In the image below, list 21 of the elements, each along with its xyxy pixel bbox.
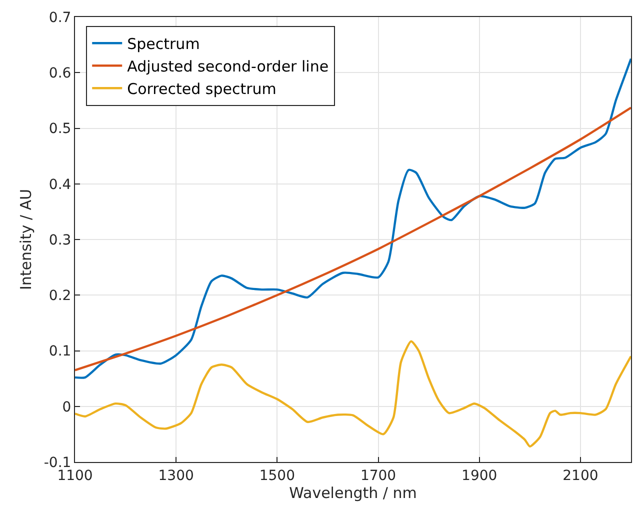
y-tick-label: 0.4	[48, 176, 72, 193]
y-tick-label: 0.2	[48, 288, 72, 304]
y-tick-label: 0.7	[48, 10, 72, 26]
line-series	[75, 58, 631, 379]
y-tick-label: 0.1	[48, 344, 72, 360]
line-series	[75, 106, 631, 372]
y-axis-title: Intensity / AU	[17, 188, 36, 290]
line-series	[75, 340, 631, 448]
legend-label: Adjusted second-order line	[127, 58, 329, 76]
y-tick-label: 0.3	[48, 232, 72, 248]
y-tick-label: 0.6	[48, 66, 72, 82]
legend-label: Spectrum	[127, 35, 200, 53]
y-tick-label: 0	[62, 399, 72, 416]
x-tick-label: 1500	[259, 468, 295, 484]
legend-label: Corrected spectrum	[127, 80, 276, 98]
x-tick-label: 1300	[158, 468, 194, 484]
x-tick-label: 1900	[462, 468, 498, 484]
x-tick-label: 1700	[360, 468, 396, 484]
x-tick-label: 2100	[562, 468, 598, 484]
x-axis-title: Wavelength / nm	[289, 484, 417, 502]
y-tick-label: 0.5	[48, 121, 72, 138]
